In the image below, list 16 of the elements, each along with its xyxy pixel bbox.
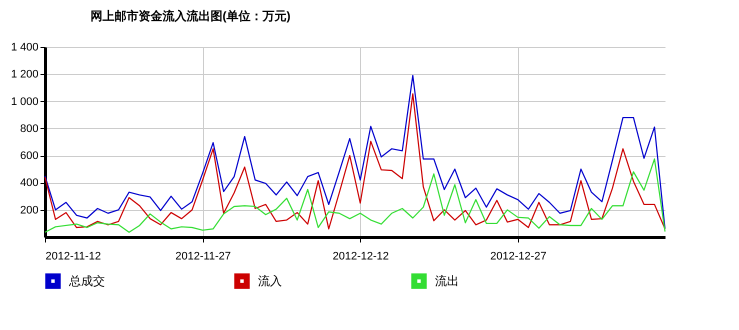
- y-tick-label: 800: [20, 122, 38, 135]
- line-series: [44, 158, 666, 233]
- y-tick-label: 600: [20, 150, 38, 162]
- chart-title: 网上邮市资金流入流出图(单位：万元): [90, 9, 290, 23]
- legend-label: 流出: [435, 274, 459, 288]
- x-tick-label: 2012-12-12: [332, 250, 389, 262]
- y-tick-label: 1 000: [10, 96, 38, 108]
- legend-label: 总成交: [68, 274, 105, 288]
- legend-label: 流入: [258, 274, 282, 288]
- y-tick-label: 200: [20, 204, 38, 216]
- y-tick-label: 1 200: [10, 68, 38, 81]
- x-tick-label: 2012-12-27: [490, 250, 547, 262]
- y-tick-label: 400: [20, 177, 38, 190]
- y-tick-label: 1 400: [10, 42, 38, 54]
- x-tick-label: 2012-11-27: [175, 250, 231, 262]
- x-tick-label: 2012-11-12: [46, 250, 101, 262]
